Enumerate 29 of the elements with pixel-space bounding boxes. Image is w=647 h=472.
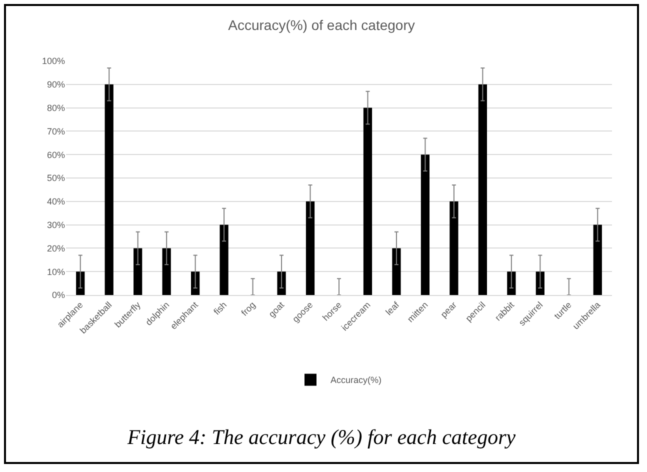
y-tick-label: 40%: [46, 196, 65, 207]
y-tick-label: 30%: [46, 220, 65, 230]
bar: [593, 224, 602, 295]
bar: [420, 154, 430, 295]
y-tick-label: 80%: [46, 102, 65, 113]
y-tick-label: 70%: [46, 126, 65, 136]
y-tick-label: 10%: [46, 266, 65, 277]
bar: [306, 201, 315, 295]
bar: [134, 248, 142, 295]
chart-title: Accuracy(%) of each category: [228, 16, 415, 33]
bar: [277, 272, 286, 295]
bar: [162, 248, 171, 295]
x-tick-label: fish: [212, 300, 229, 317]
y-tick-label: 50%: [46, 173, 65, 184]
y-tick-label: 100%: [42, 56, 65, 66]
legend-label: Accuracy(%): [330, 375, 382, 386]
y-tick-label: 90%: [46, 80, 65, 90]
bar: [220, 224, 228, 295]
bar: [392, 248, 401, 295]
y-tick-label: 60%: [46, 150, 65, 160]
bar: [104, 84, 114, 295]
y-tick-label: 0%: [52, 290, 65, 300]
x-tick-label: frog: [239, 300, 258, 318]
x-tick-label: leaf: [384, 299, 402, 318]
bar: [363, 108, 372, 295]
caption: Figure 4: The accuracy (%) for each category: [126, 425, 517, 450]
bar: [450, 201, 458, 295]
bar: [478, 84, 487, 295]
y-tick-label: 20%: [46, 243, 65, 254]
